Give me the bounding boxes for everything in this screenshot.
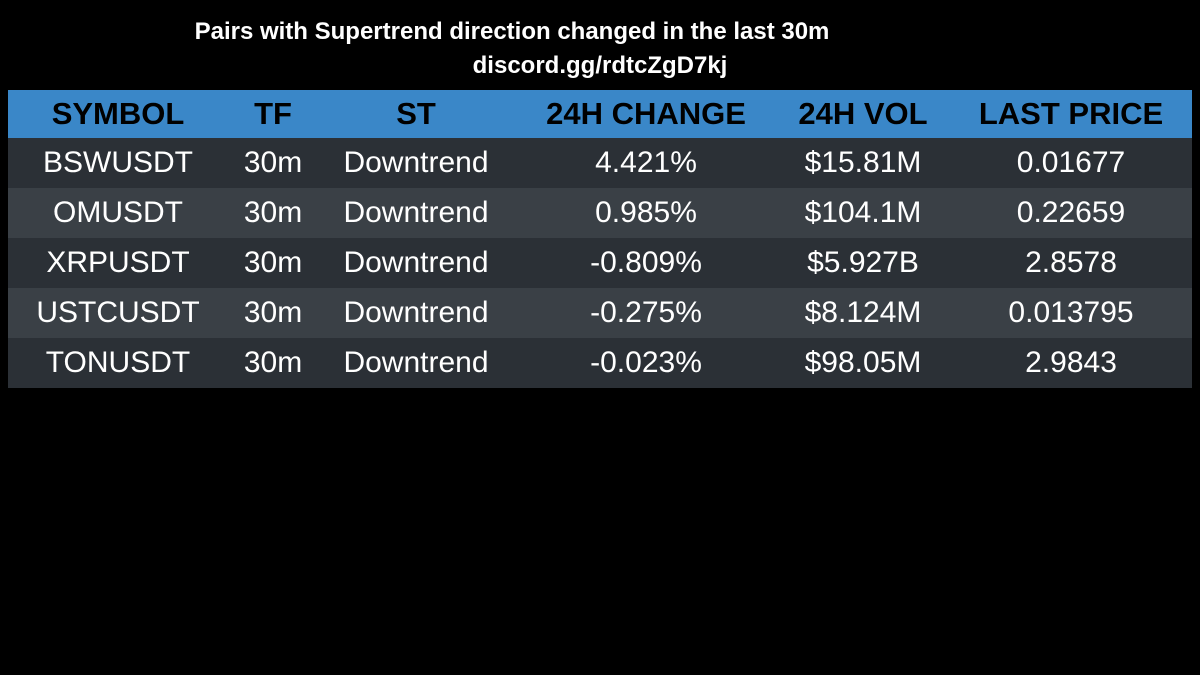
table-cell: USTCUSDT (36, 296, 200, 329)
table-cell: Downtrend (343, 346, 489, 379)
table-row: USTCUSDT 30m Downtrend -0.275% $8.124M 0.0137… (8, 288, 1192, 338)
column-header: SYMBOL (51, 96, 185, 131)
table-row: TONUSDT 30m Downtrend -0.023% $98.05M 2.9843 (8, 338, 1192, 388)
table-cell: 2.8578 (1025, 246, 1117, 279)
column-header: LAST PRICE (978, 96, 1164, 131)
table-cell: $98.05M (804, 346, 922, 379)
table-cell: OMUSDT (53, 196, 183, 229)
table-cell: $5.927B (807, 246, 919, 279)
table-cell: 0.985% (595, 196, 697, 229)
title: Pairs with Supertrend direction changed … (194, 18, 830, 45)
table-cell: 4.421% (595, 146, 697, 179)
subtitle: discord.gg/rdtcZgD7kj (472, 52, 728, 79)
table-row: XRPUSDT 30m Downtrend -0.809% $5.927B 2.8578 (8, 238, 1192, 288)
table-cell: 2.9843 (1025, 346, 1117, 379)
column-header: ST (396, 96, 436, 131)
table-cell: XRPUSDT (46, 246, 190, 279)
table-cell: BSWUSDT (43, 146, 193, 179)
table-cell: $8.124M (804, 296, 922, 329)
table-cell: 30m (243, 196, 303, 229)
table-cell: 0.22659 (1016, 196, 1126, 229)
table-row: OMUSDT 30m Downtrend 0.985% $104.1M 0.22659 (8, 188, 1192, 238)
table-cell: 0.013795 (1008, 296, 1134, 329)
column-header: 24H CHANGE (546, 96, 746, 131)
table-cell: 30m (243, 146, 303, 179)
header-row: SYMBOL TF ST 24H CHANGE 24H VOL LAST PRICE (8, 90, 1192, 138)
column-header: 24H VOL (798, 96, 928, 131)
column-header: TF (254, 96, 292, 131)
table-cell: 30m (243, 246, 303, 279)
table-cell: TONUSDT (45, 346, 191, 379)
table-cell: Downtrend (343, 196, 489, 229)
table-cell: Downtrend (343, 296, 489, 329)
table-cell: 0.01677 (1016, 146, 1126, 179)
table-cell: -0.275% (590, 296, 702, 329)
table-cell: 30m (243, 296, 303, 329)
table-cell: $104.1M (804, 196, 922, 229)
table-cell: 30m (243, 346, 303, 379)
table-cell: -0.809% (590, 246, 702, 279)
table-row: BSWUSDT 30m Downtrend 4.421% $15.81M 0.01677 (8, 138, 1192, 188)
table-cell: Downtrend (343, 146, 489, 179)
table-cell: $15.81M (804, 146, 922, 179)
table-cell: Downtrend (343, 246, 489, 279)
table-cell: -0.023% (590, 346, 702, 379)
